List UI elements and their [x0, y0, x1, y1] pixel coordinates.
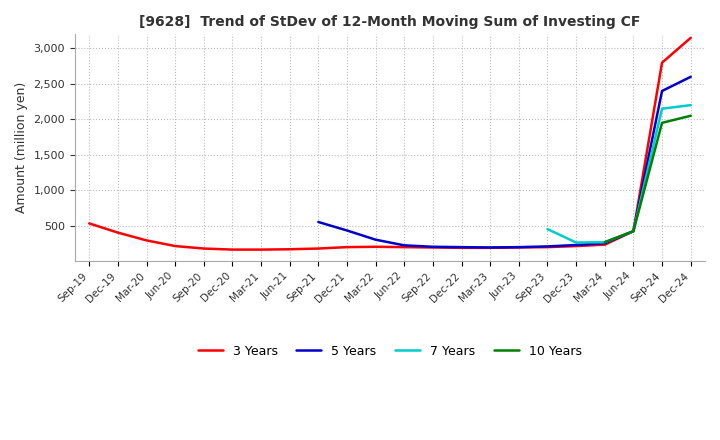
3 Years [400, 245, 408, 250]
Line: 5 Years: 5 Years [318, 77, 690, 247]
3 Years [285, 246, 294, 252]
3 Years [543, 245, 552, 250]
Legend: 3 Years, 5 Years, 7 Years, 10 Years: 3 Years, 5 Years, 7 Years, 10 Years [193, 340, 588, 363]
7 Years [543, 227, 552, 232]
5 Years [457, 245, 466, 250]
Line: 10 Years: 10 Years [605, 116, 690, 242]
3 Years [372, 244, 380, 249]
3 Years [486, 245, 495, 250]
3 Years [171, 243, 179, 249]
3 Years [142, 238, 150, 243]
3 Years [114, 230, 122, 235]
5 Years [314, 220, 323, 225]
3 Years [629, 228, 638, 234]
5 Years [428, 244, 437, 249]
3 Years [657, 60, 666, 65]
5 Years [400, 243, 408, 248]
10 Years [657, 120, 666, 125]
3 Years [457, 245, 466, 250]
3 Years [85, 221, 94, 226]
7 Years [572, 240, 580, 245]
3 Years [572, 243, 580, 249]
10 Years [686, 113, 695, 118]
Title: [9628]  Trend of StDev of 12-Month Moving Sum of Investing CF: [9628] Trend of StDev of 12-Month Moving… [139, 15, 641, 29]
7 Years [600, 239, 609, 245]
3 Years [428, 245, 437, 250]
5 Years [515, 245, 523, 250]
5 Years [686, 74, 695, 80]
10 Years [629, 228, 638, 234]
5 Years [629, 228, 638, 234]
5 Years [657, 88, 666, 94]
7 Years [629, 228, 638, 234]
10 Years [600, 239, 609, 245]
3 Years [199, 246, 208, 251]
5 Years [486, 245, 495, 250]
5 Years [343, 228, 351, 233]
5 Years [572, 242, 580, 248]
3 Years [314, 246, 323, 251]
5 Years [600, 241, 609, 246]
5 Years [543, 244, 552, 249]
3 Years [600, 242, 609, 247]
7 Years [657, 106, 666, 111]
3 Years [515, 245, 523, 250]
7 Years [686, 103, 695, 108]
3 Years [686, 35, 695, 40]
3 Years [343, 245, 351, 250]
3 Years [228, 247, 237, 252]
Y-axis label: Amount (million yen): Amount (million yen) [15, 82, 28, 213]
3 Years [257, 247, 266, 252]
Line: 7 Years: 7 Years [547, 105, 690, 242]
5 Years [372, 237, 380, 242]
Line: 3 Years: 3 Years [89, 38, 690, 249]
